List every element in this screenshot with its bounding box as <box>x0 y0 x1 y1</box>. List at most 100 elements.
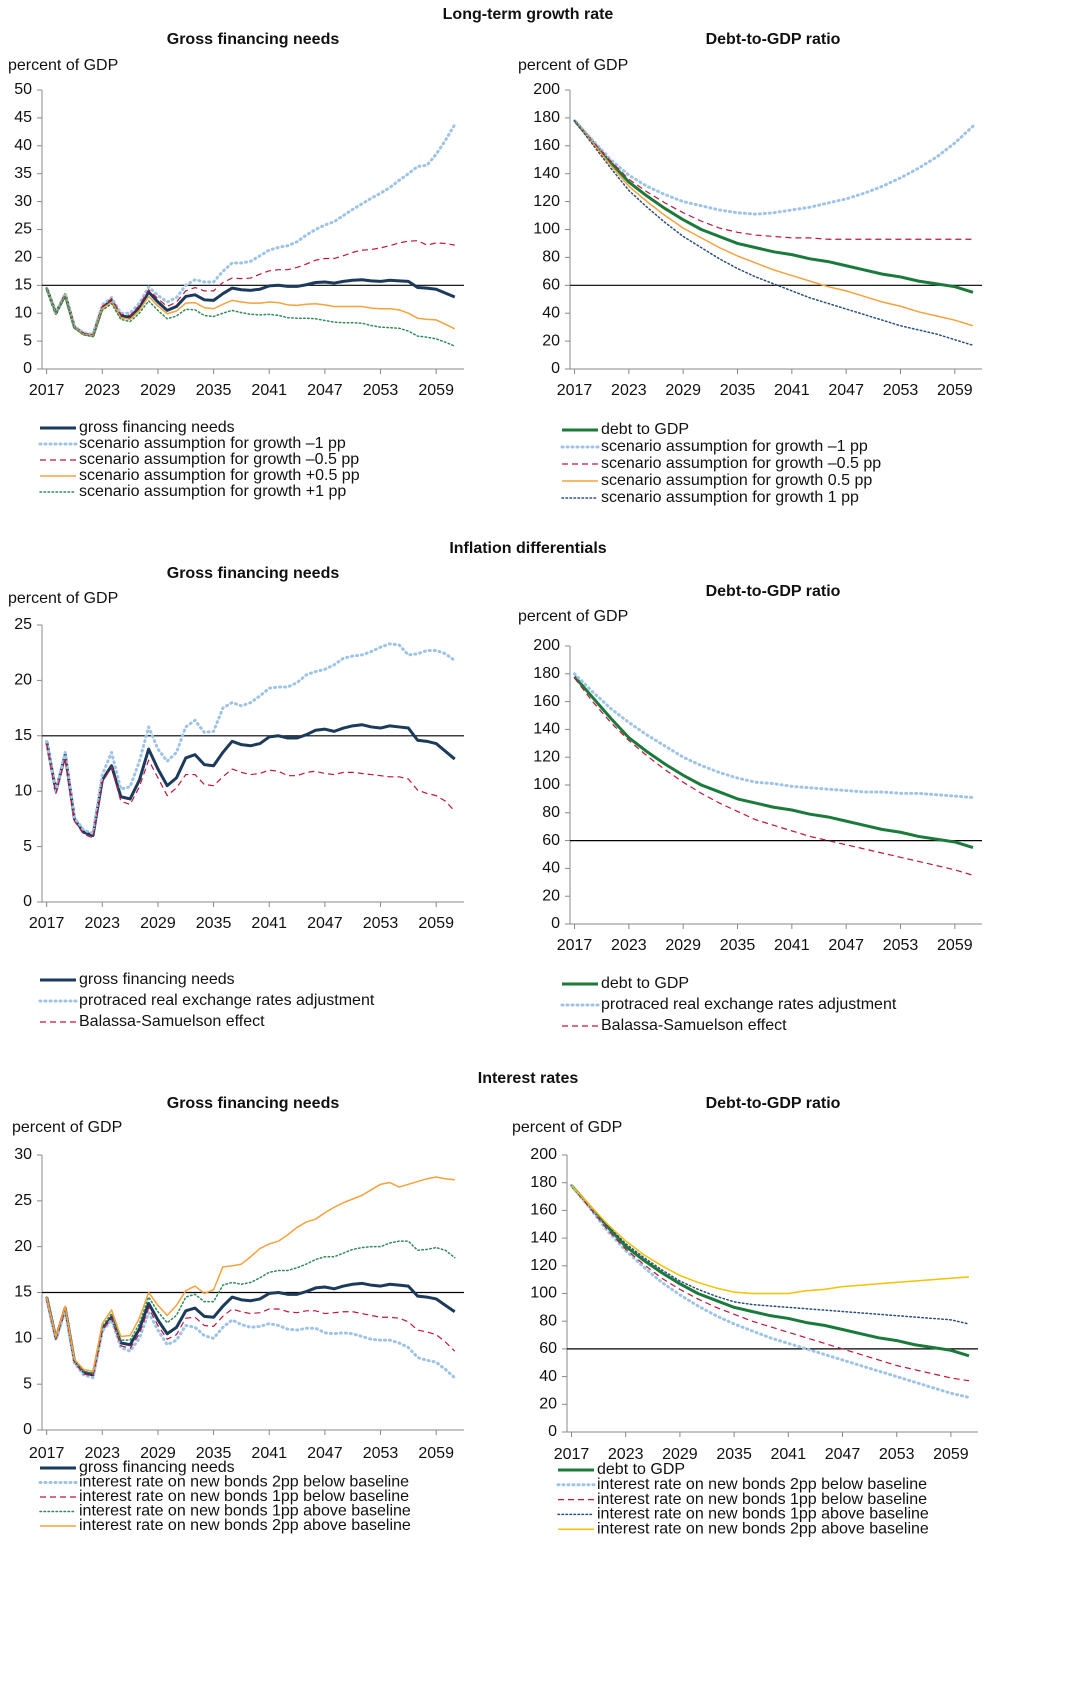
legend-label: scenario assumption for growth 1 pp <box>601 489 859 506</box>
x-tick-label: 2047 <box>828 382 864 399</box>
y-tick-label: 100 <box>533 221 560 238</box>
y-tick-label: 25 <box>14 1192 32 1209</box>
x-tick-label: 2017 <box>554 1446 590 1463</box>
legend-label: gross financing needs <box>79 1459 235 1476</box>
x-tick-label: 2035 <box>196 382 232 399</box>
x-tick-label: 2029 <box>140 382 176 399</box>
series-line <box>45 1281 456 1377</box>
y-tick-label: 5 <box>23 838 32 855</box>
legend-label: gross financing needs <box>79 419 235 436</box>
legend-label: Balassa-Samuelson effect <box>601 1017 787 1034</box>
series-line <box>45 1240 456 1374</box>
y-tick-label: 200 <box>533 81 560 98</box>
x-tick-label: 2059 <box>418 382 454 399</box>
x-tick-label: 2059 <box>937 382 973 399</box>
y-tick-label: 180 <box>533 665 560 682</box>
y-tick-label: 80 <box>542 804 560 821</box>
y-tick-label: 20 <box>14 1238 32 1255</box>
y-tick-label: 0 <box>551 915 560 932</box>
x-tick-label: 2023 <box>608 1446 644 1463</box>
x-tick-label: 2023 <box>84 1445 120 1462</box>
y-tick-label: 80 <box>539 1312 557 1329</box>
y-tick-label: 40 <box>542 304 560 321</box>
y-tick-label: 180 <box>530 1174 557 1191</box>
y-tick-label: 40 <box>539 1368 557 1385</box>
x-tick-label: 2041 <box>251 1445 287 1462</box>
x-tick-label: 2059 <box>937 937 973 954</box>
series-line <box>570 1184 970 1325</box>
x-tick-label: 2047 <box>307 915 343 932</box>
y-tick-label: 180 <box>533 109 560 126</box>
x-tick-label: 2023 <box>611 382 647 399</box>
section-title: Inflation differentials <box>449 540 606 557</box>
series-line <box>46 240 455 336</box>
legend-label: interest rate on new bonds 2pp below bas… <box>79 1474 409 1491</box>
x-tick-label: 2053 <box>883 937 919 954</box>
x-tick-label: 2029 <box>140 915 176 932</box>
x-tick-label: 2053 <box>363 382 399 399</box>
legend-label: interest rate on new bonds 1pp above bas… <box>79 1503 411 1520</box>
y-tick-label: 60 <box>539 1340 557 1357</box>
y-tick-label: 120 <box>533 748 560 765</box>
chart-title: Debt-to-GDP ratio <box>706 1095 841 1112</box>
legend-label: interest rate on new bonds 2pp above bas… <box>597 1520 929 1537</box>
y-tick-label: 5 <box>23 332 32 349</box>
x-tick-label: 2035 <box>196 915 232 932</box>
legend-label: debt to GDP <box>601 421 689 438</box>
y-tick-label: 5 <box>23 1375 32 1392</box>
legend-label: interest rate on new bonds 2pp above bas… <box>79 1517 411 1534</box>
y-tick-label: 15 <box>14 277 32 294</box>
legend-label: scenario assumption for growth –1 pp <box>79 435 346 452</box>
series-line <box>571 1185 970 1382</box>
y-tick-label: 0 <box>23 360 32 377</box>
x-tick-label: 2017 <box>557 937 593 954</box>
section-title: Interest rates <box>478 1070 579 1087</box>
y-tick-label: 10 <box>14 782 32 799</box>
y-tick-label: 140 <box>530 1229 557 1246</box>
y-tick-label: 15 <box>14 1284 32 1301</box>
x-tick-label: 2017 <box>29 382 65 399</box>
legend-label: debt to GDP <box>601 975 689 992</box>
series-line <box>573 675 974 849</box>
y-tick-label: 60 <box>542 832 560 849</box>
y-tick-label: 100 <box>533 776 560 793</box>
legend-label: Balassa-Samuelson effect <box>79 1013 265 1030</box>
legend-label: protraced real exchange rates adjustment <box>601 996 897 1013</box>
series-line <box>573 119 974 347</box>
y-axis-label: percent of GDP <box>8 57 118 74</box>
series-line <box>573 120 974 327</box>
x-tick-label: 2023 <box>84 382 120 399</box>
section-title: Long-term growth rate <box>443 6 614 23</box>
legend-label: gross financing needs <box>79 971 235 988</box>
y-tick-label: 10 <box>14 1330 32 1347</box>
x-tick-label: 2041 <box>251 915 287 932</box>
x-tick-label: 2047 <box>825 1446 861 1463</box>
y-tick-label: 60 <box>542 277 560 294</box>
y-tick-label: 140 <box>533 165 560 182</box>
y-tick-label: 20 <box>14 249 32 266</box>
legend-label: interest rate on new bonds 1pp below bas… <box>597 1491 927 1508</box>
y-tick-label: 25 <box>14 221 32 238</box>
series-line <box>570 1184 970 1358</box>
series-line <box>45 278 456 338</box>
x-tick-label: 2059 <box>418 1445 454 1462</box>
x-tick-label: 2023 <box>611 937 647 954</box>
legend-label: scenario assumption for growth +0.5 pp <box>79 467 360 484</box>
legend-label: interest rate on new bonds 1pp below bas… <box>79 1488 409 1505</box>
y-axis-label: percent of GDP <box>518 57 628 74</box>
y-tick-label: 200 <box>533 637 560 654</box>
y-tick-label: 160 <box>530 1202 557 1219</box>
chart-title: Debt-to-GDP ratio <box>706 583 841 600</box>
y-tick-label: 40 <box>542 860 560 877</box>
chart-title: Gross financing needs <box>167 1095 340 1112</box>
legend-label: scenario assumption for growth –0.5 pp <box>601 455 881 472</box>
x-tick-label: 2059 <box>933 1446 969 1463</box>
x-tick-label: 2029 <box>662 1446 698 1463</box>
legend-label: interest rate on new bonds 1pp above bas… <box>597 1506 929 1523</box>
series-line <box>573 119 974 294</box>
series-line <box>45 123 457 336</box>
y-tick-label: 50 <box>14 81 32 98</box>
legend-label: scenario assumption for growth –0.5 pp <box>79 451 359 468</box>
y-tick-label: 40 <box>14 137 32 154</box>
